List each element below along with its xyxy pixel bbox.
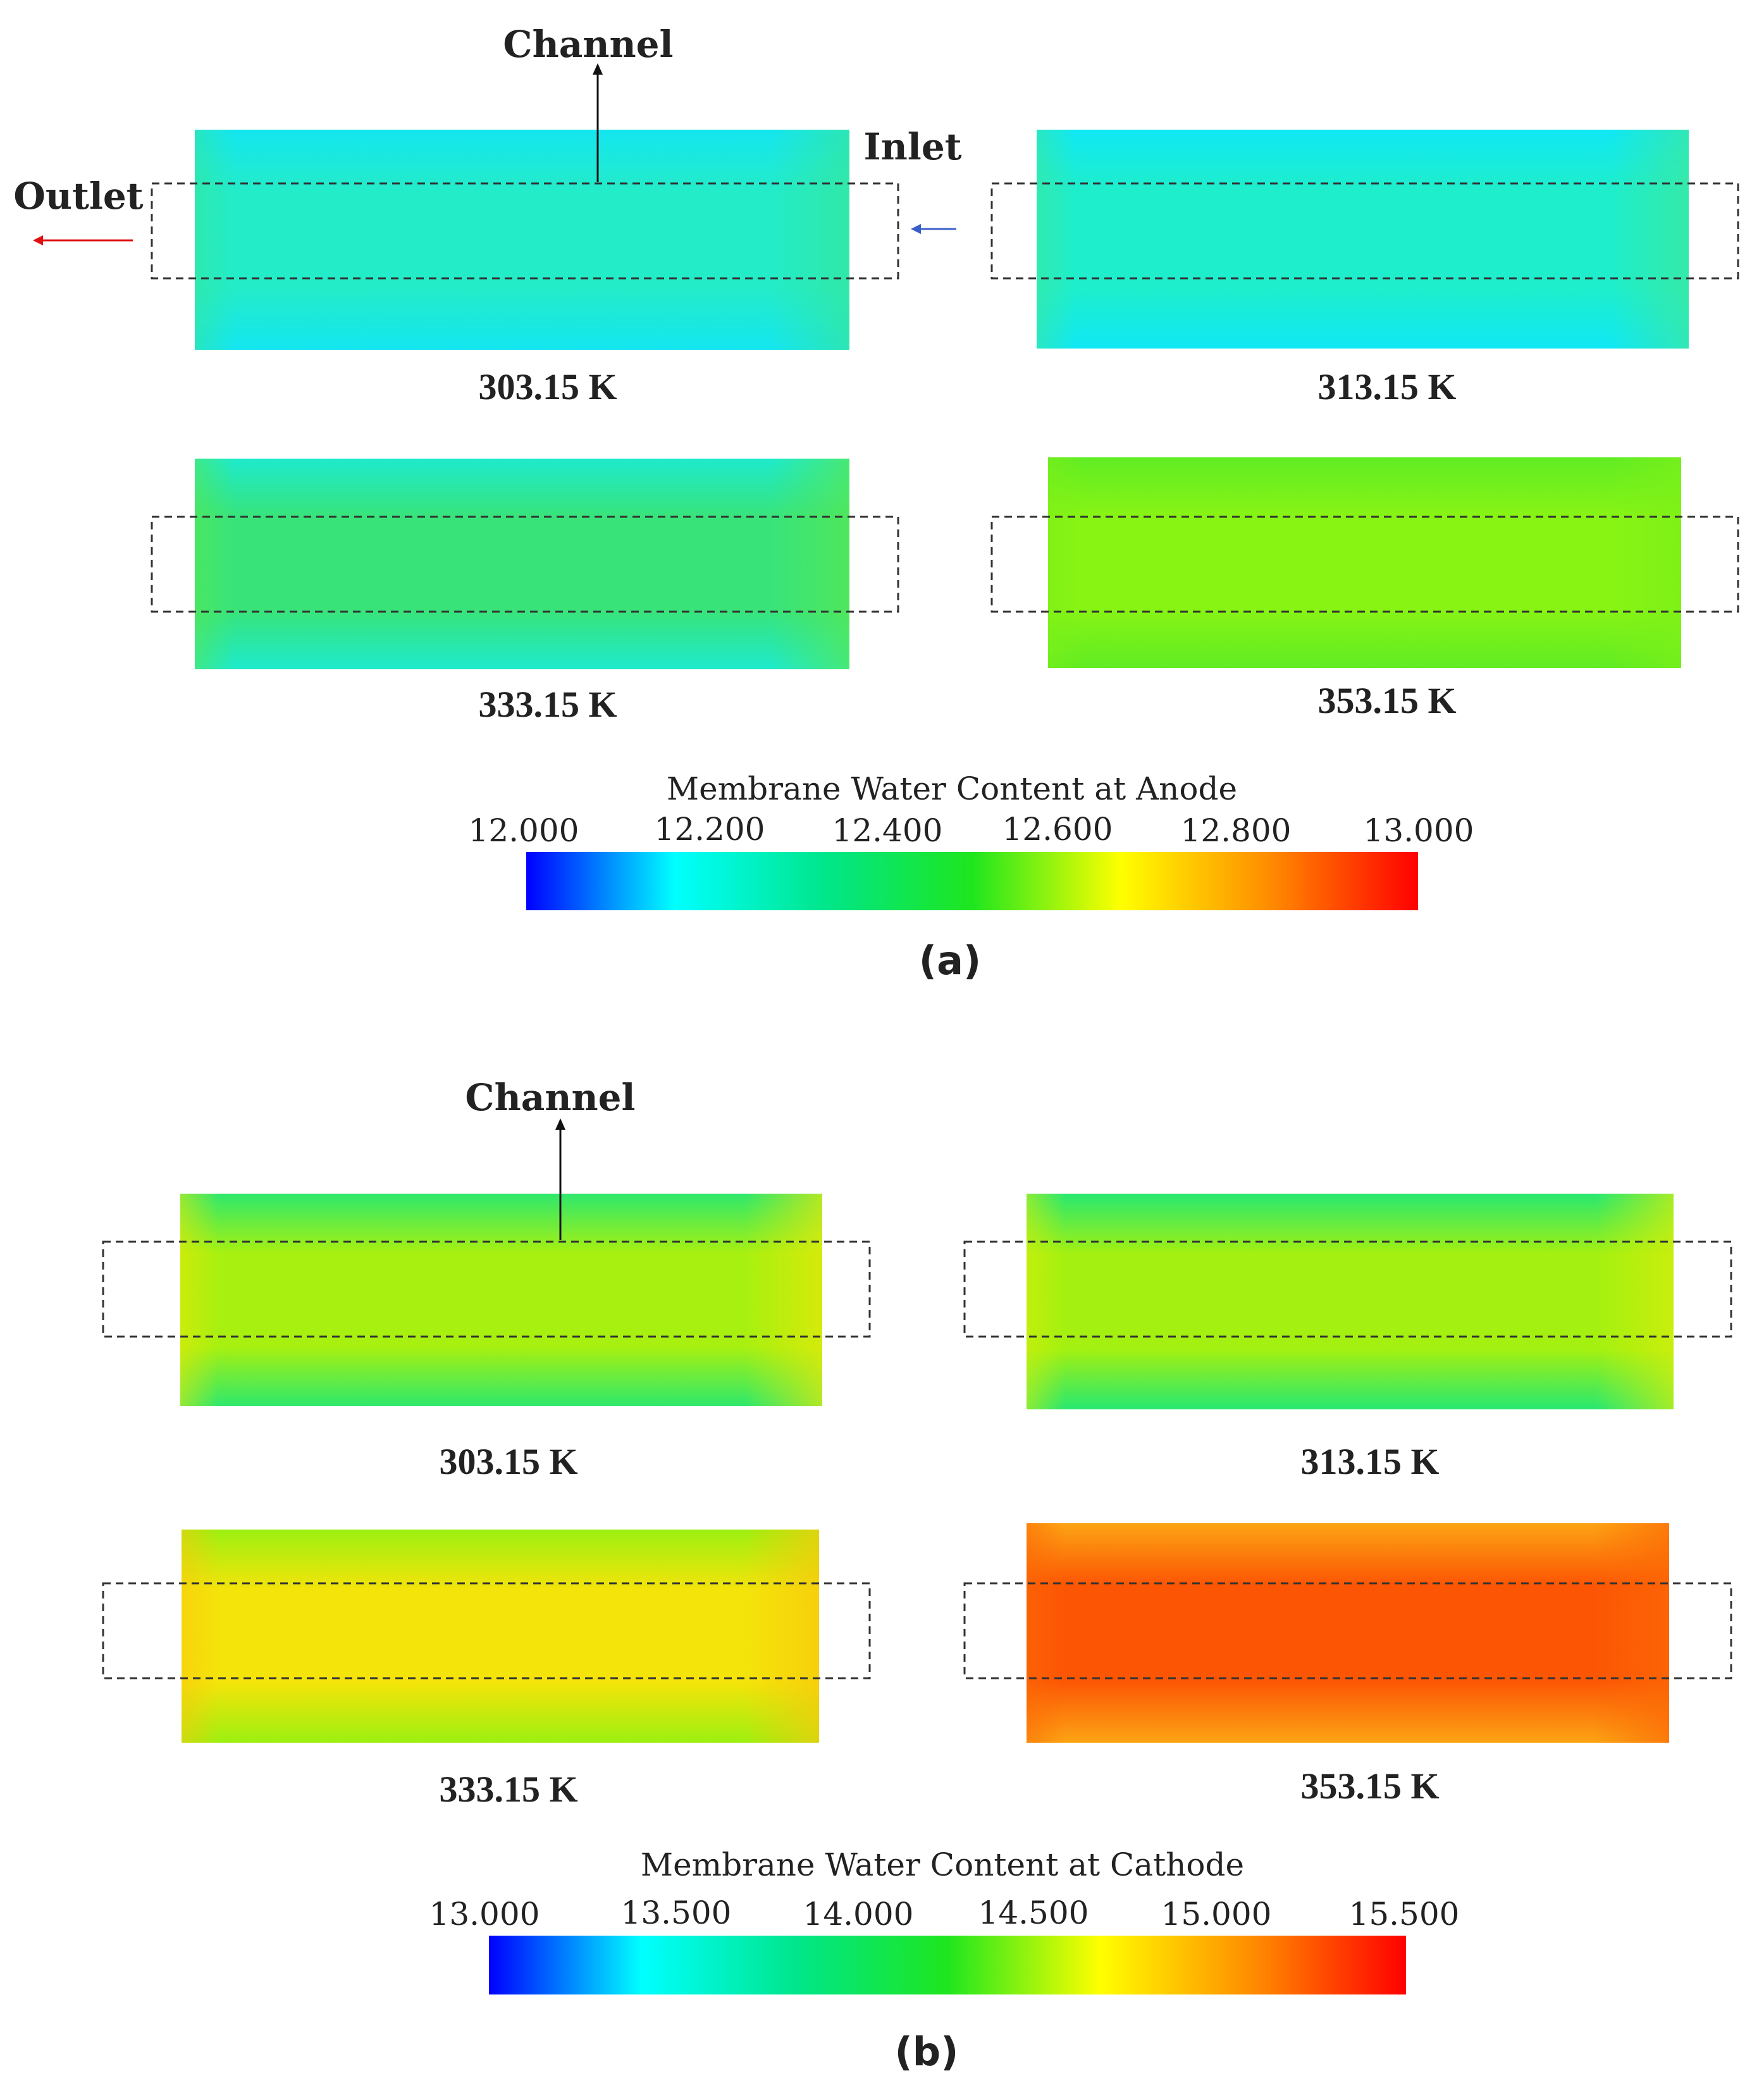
colorbar-tick: 15.500 [1349, 1896, 1460, 1932]
contour-overlay [195, 459, 849, 669]
colorbar-tick: 12.000 [469, 812, 579, 849]
temperature-label: 313.15 K [1300, 1441, 1439, 1482]
panel-b: 303.15 K 313.15 K 333.15 K 353.15 K Chan… [102, 1076, 1732, 2075]
colorbar-tick: 12.400 [832, 812, 943, 849]
colorbar-tick: 12.200 [655, 811, 765, 848]
panel-a: 303.15 K 313.15 K 333.15 K 353.15 K Chan… [13, 23, 1739, 984]
temperature-label: 333.15 K [439, 1769, 577, 1810]
panel-b-plot-4: 353.15 K [963, 1523, 1732, 1807]
channel-outline [990, 516, 1739, 613]
colorbar-tick: 14.000 [803, 1896, 914, 1932]
contour-overlay [182, 1530, 819, 1743]
colorbar-tick: 13.000 [429, 1896, 540, 1932]
temperature-label: 353.15 K [1317, 680, 1456, 721]
panel-b-plot-3: 333.15 K [102, 1530, 871, 1810]
colorbar-title: Membrane Water Content at Anode [667, 770, 1237, 807]
contour-overlay [180, 1194, 822, 1406]
panel-a-plot-4: 353.15 K [990, 457, 1739, 721]
contour-overlay [1048, 457, 1681, 668]
channel-arrowhead [593, 63, 603, 75]
temperature-label: 303.15 K [478, 366, 617, 407]
channel-outline [151, 516, 899, 613]
channel-outline [151, 182, 899, 280]
temperature-label: 333.15 K [478, 684, 617, 725]
colorbar-tick: 13.000 [1364, 812, 1474, 849]
panel-a-plot-2: 313.15 K [990, 130, 1739, 407]
panel-a-colorbar: Membrane Water Content at Anode 12.000 1… [469, 770, 1474, 910]
colorbar-tick: 12.800 [1181, 812, 1292, 849]
channel-label: Channel [503, 23, 673, 66]
contour-overlay [195, 130, 849, 350]
contour-overlay [1037, 130, 1689, 349]
temperature-label: 313.15 K [1317, 366, 1456, 407]
outlet-arrowhead [33, 235, 43, 245]
panel-b-plot-1: 303.15 K [102, 1194, 871, 1482]
colorbar-tick: 12.600 [1002, 811, 1113, 848]
channel-label: Channel [465, 1076, 635, 1119]
colorbar-gradient [489, 1936, 1406, 1994]
channel-outline [102, 1582, 871, 1679]
colorbar-title: Membrane Water Content at Cathode [641, 1846, 1244, 1883]
colorbar-tick: 14.500 [978, 1895, 1089, 1931]
panel-a-plot-3: 333.15 K [151, 459, 899, 725]
colorbar-gradient [526, 852, 1418, 910]
panel-label: (b) [894, 2029, 958, 2075]
outlet-label: Outlet [13, 175, 143, 218]
inlet-arrowhead [911, 224, 921, 234]
temperature-label: 303.15 K [439, 1441, 577, 1482]
channel-outline [963, 1582, 1732, 1679]
temperature-label: 353.15 K [1300, 1765, 1439, 1807]
colorbar-tick: 15.000 [1161, 1896, 1272, 1932]
panel-b-plot-2: 313.15 K [963, 1194, 1732, 1482]
inlet-label: Inlet [863, 125, 961, 168]
contour-overlay [1027, 1194, 1674, 1409]
channel-outline [102, 1240, 871, 1338]
channel-outline [963, 1240, 1732, 1338]
contour-overlay [1027, 1523, 1669, 1743]
panel-b-colorbar: Membrane Water Content at Cathode 13.000… [429, 1846, 1460, 1994]
channel-outline [990, 182, 1739, 280]
channel-arrowhead [555, 1118, 565, 1130]
panel-a-plot-1: 303.15 K [151, 130, 899, 407]
colorbar-tick: 13.500 [621, 1895, 732, 1931]
panel-label: (a) [919, 937, 982, 984]
